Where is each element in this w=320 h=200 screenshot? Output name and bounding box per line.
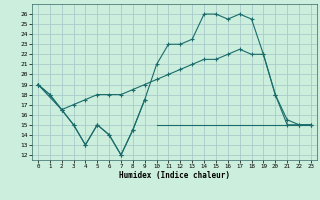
X-axis label: Humidex (Indice chaleur): Humidex (Indice chaleur) bbox=[119, 171, 230, 180]
